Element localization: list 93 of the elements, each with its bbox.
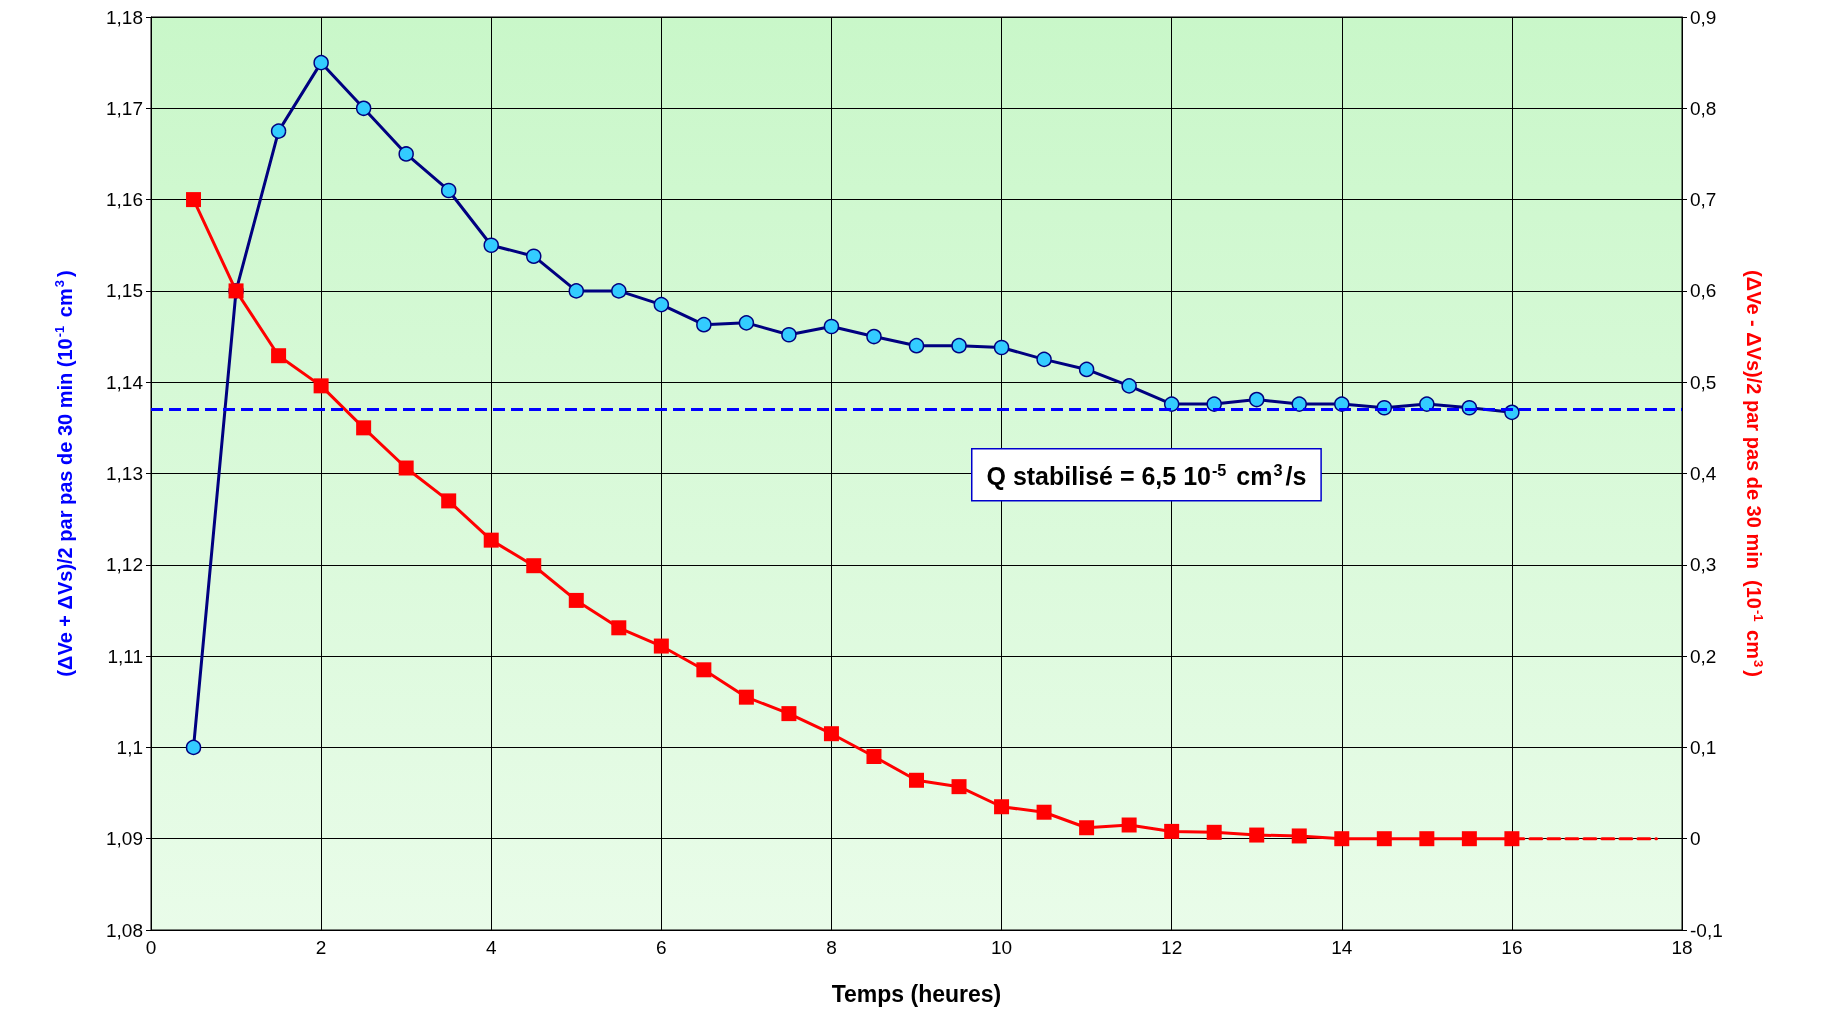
- point: [398, 460, 414, 476]
- point: [441, 493, 457, 509]
- point: [313, 378, 329, 394]
- y2-tick-label: 0,6: [1690, 280, 1717, 302]
- x-tick-label: 12: [1161, 937, 1183, 958]
- y2-tick-label: 0,3: [1690, 554, 1717, 576]
- y2-tick-label: 0: [1690, 828, 1701, 850]
- point: [696, 316, 712, 333]
- point: [1376, 831, 1392, 847]
- point: [398, 146, 414, 162]
- y2-tick-label: 0,9: [1690, 6, 1717, 28]
- point: [1291, 828, 1307, 844]
- point: [823, 318, 840, 335]
- point: [526, 248, 542, 264]
- point: [823, 726, 839, 742]
- y-tick-label: 1,08: [106, 919, 143, 941]
- point: [1206, 396, 1222, 412]
- point: [994, 799, 1010, 815]
- point: [866, 328, 882, 345]
- point: [781, 706, 797, 722]
- point: [1206, 824, 1222, 840]
- point: [993, 339, 1010, 356]
- point: [568, 283, 585, 299]
- point: [1121, 378, 1137, 394]
- point: [1419, 831, 1435, 847]
- point: [738, 315, 755, 331]
- y2-tick-label: 0,8: [1690, 97, 1717, 119]
- y-tick-label: 1,12: [106, 554, 143, 576]
- y-tick-label: 1,17: [106, 97, 143, 119]
- point: [313, 54, 329, 71]
- point: [568, 592, 584, 608]
- y-tick-label: 1,14: [106, 371, 144, 393]
- x-axis-title: Temps (heures): [831, 980, 1002, 1007]
- y-tick-label: 1,18: [106, 6, 143, 28]
- point: [909, 772, 924, 788]
- point: [1164, 823, 1180, 839]
- x-tick-label: 4: [485, 937, 497, 958]
- point: [781, 326, 797, 343]
- y-axis-title: (ΔVe + ΔVs)/2 par pas de 30 min (10-1 cm3): [52, 270, 76, 677]
- x-tick-label: 8: [826, 937, 837, 958]
- point: [1248, 391, 1265, 408]
- point: [738, 689, 754, 705]
- point: [1291, 396, 1307, 412]
- y2-tick-label: 0,4: [1690, 463, 1717, 484]
- y-tick-label: 1,1: [116, 736, 143, 758]
- point: [1461, 831, 1477, 847]
- x-tick-label: 0: [145, 937, 157, 958]
- y2-tick-label: -0,1: [1690, 919, 1723, 941]
- point: [653, 638, 669, 654]
- point: [271, 348, 287, 364]
- point: [611, 620, 627, 636]
- x-tick-label: 2: [315, 937, 327, 958]
- point: [526, 558, 542, 574]
- x-tick-label: 18: [1671, 937, 1693, 958]
- y2-tick-label: 0,1: [1690, 736, 1717, 758]
- y-tick-label: 1,13: [106, 463, 143, 484]
- x-tick-label: 10: [990, 937, 1013, 958]
- point: [355, 100, 372, 117]
- point: [1121, 817, 1137, 833]
- point: [270, 123, 287, 139]
- point: [1334, 831, 1350, 847]
- point: [696, 662, 712, 678]
- y-tick-label: 1,15: [106, 280, 143, 302]
- x-tick-label: 14: [1331, 937, 1353, 958]
- point: [1504, 831, 1520, 847]
- point: [1078, 361, 1095, 378]
- y2-axis-title: (ΔVe - ΔVs)/2 par pas de 30 min (10-1 cm3): [1742, 270, 1766, 677]
- point: [483, 532, 499, 548]
- point: [653, 296, 670, 313]
- point: [908, 337, 925, 354]
- point: [1036, 351, 1052, 368]
- x-tick-label: 6: [656, 937, 667, 958]
- point: [611, 283, 627, 299]
- point: [440, 182, 457, 199]
- point: [185, 739, 202, 756]
- point: [356, 420, 372, 436]
- point: [1079, 820, 1095, 836]
- point: [483, 237, 499, 253]
- point: [951, 337, 967, 354]
- y-tick-label: 1,11: [107, 645, 143, 667]
- y2-tick-label: 0,7: [1690, 189, 1717, 211]
- point: [1249, 827, 1265, 843]
- point: [186, 192, 202, 208]
- point: [1036, 804, 1052, 820]
- point: [866, 749, 882, 765]
- y2-tick-label: 0,2: [1690, 645, 1717, 667]
- point: [951, 779, 967, 795]
- y-tick-label: 1,09: [106, 828, 143, 850]
- point: [1163, 396, 1180, 412]
- point: [1419, 396, 1435, 412]
- y-tick-label: 1,16: [106, 189, 143, 211]
- y2-tick-label: 0,5: [1690, 371, 1717, 393]
- x-tick-label: 16: [1501, 937, 1523, 958]
